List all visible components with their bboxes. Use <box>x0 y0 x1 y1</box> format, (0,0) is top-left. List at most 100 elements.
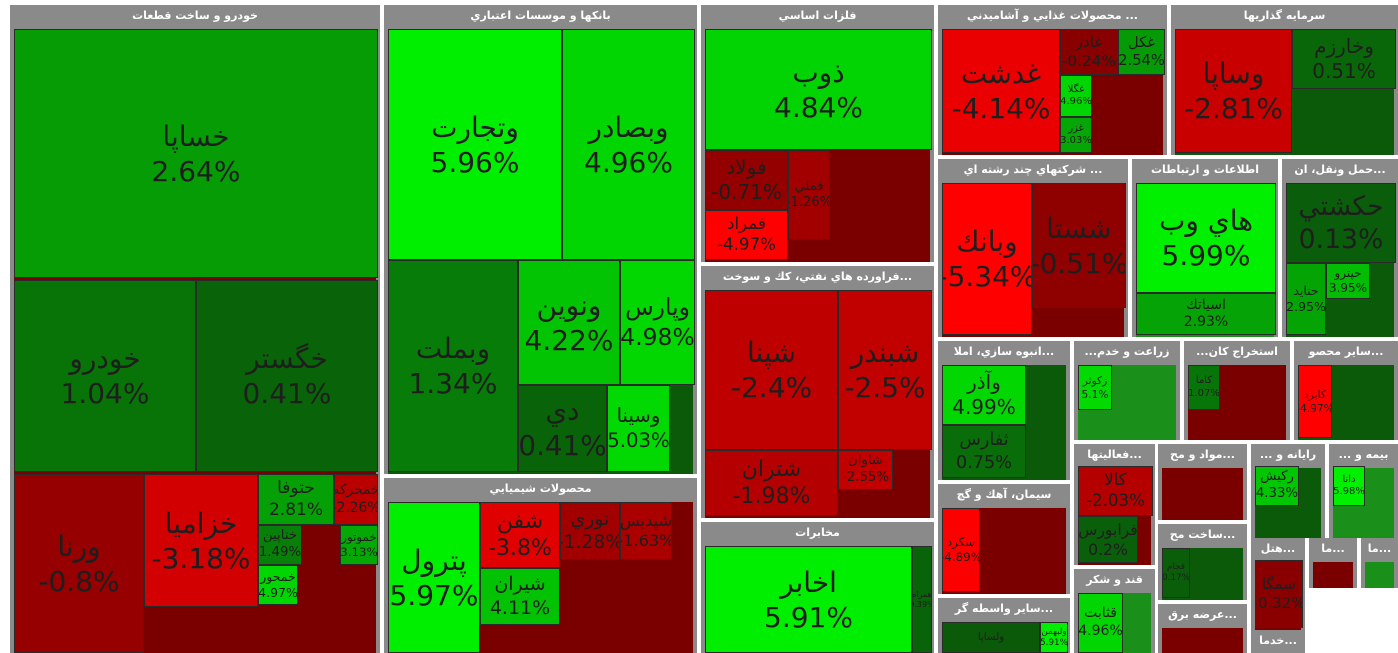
tile-change: 0.75% <box>955 452 1013 473</box>
tile: حكشتي 0.13% <box>1286 183 1396 263</box>
tile-name: پترول <box>401 543 467 577</box>
tile-name: غگلا <box>1067 83 1085 95</box>
tile-name: فرابورس <box>1078 519 1138 539</box>
sector-title: ...ما <box>1367 542 1392 555</box>
tile-change: 5.99% <box>1161 239 1251 272</box>
tile-name: سمگا <box>1261 575 1297 594</box>
tile-change: 5.1% <box>1081 387 1109 401</box>
tile-change: 0.2% <box>1088 539 1128 559</box>
sector-title: ...هتل <box>1260 542 1296 555</box>
tile: همراه0.39% <box>912 546 932 653</box>
tile-change: -1.98% <box>732 484 811 509</box>
tile: غادر -0.24% <box>1060 29 1118 75</box>
sector: ...مواد و مح <box>1158 444 1247 520</box>
tile: هاي وب 5.99% <box>1136 183 1276 293</box>
tile-name: سكرد <box>946 535 976 550</box>
sector-title: اطلاعات و ارتباطات <box>1150 163 1260 176</box>
tile-name: خزامیا <box>164 506 238 540</box>
tile-change: 4.98% <box>620 322 695 351</box>
tile: فملي -1.26% <box>788 150 830 240</box>
tile-name: حپترو <box>1334 266 1362 280</box>
tile: خمحور 4.97% <box>258 565 298 605</box>
tile: حتوفا 2.81% <box>258 474 334 525</box>
sector-title: ...مواد و مح <box>1170 448 1235 461</box>
tile-change: -1.28% <box>560 532 620 553</box>
tile: قثابت 4.96% <box>1078 593 1123 653</box>
tile-name: فولاد <box>726 155 767 179</box>
tile-name: شتران <box>741 456 802 482</box>
sector-title: خودرو و ساخت قطعات <box>132 9 258 22</box>
tile-name: حتوفا <box>277 478 315 499</box>
tile-name: شستا <box>1046 211 1112 245</box>
tile: حپترو 3.95% <box>1326 263 1370 299</box>
tile: وسينا 5.03% <box>607 385 670 472</box>
tile-change: -1.63% <box>620 531 672 550</box>
tile-change: 0.39% <box>913 599 931 609</box>
tile: غدشت -4.14% <box>942 29 1060 153</box>
tile-name: ذوب <box>792 55 845 89</box>
tile-name: وسينا <box>616 403 661 427</box>
tile: وپارس 4.98% <box>620 260 695 385</box>
tile-name: قثابت <box>1084 605 1117 622</box>
tile: كاما 1.07% <box>1188 365 1220 410</box>
tile-name: خودرو <box>69 342 141 375</box>
tile: شفن -3.8% <box>480 502 560 568</box>
tile-name: همراه <box>912 589 932 599</box>
tile-change: 0.41% <box>518 428 607 462</box>
sector-title: ...عرضه برق <box>1168 608 1237 621</box>
tile-change: -0.71% <box>711 180 782 204</box>
tile: وتجارت 5.96% <box>388 29 562 260</box>
tile-change: 4.84% <box>774 90 863 124</box>
tile-name: نوري <box>570 508 610 530</box>
tile-name: دانا <box>1342 473 1356 485</box>
sector-title: سرمايه گذاريها <box>1243 9 1326 22</box>
tile-change: -5.34% <box>942 260 1032 293</box>
tile: ولساپا <box>942 622 1040 653</box>
sector: استخراج كان... <box>1184 341 1290 440</box>
tile: حتايد 2.95% <box>1286 263 1326 335</box>
tile: دانا 5.98% <box>1333 466 1365 506</box>
tile-name: وبصادر <box>588 110 669 144</box>
sector-body <box>1313 562 1353 588</box>
tile: فرابورس 0.2% <box>1078 516 1138 563</box>
tile-change: 4.99% <box>952 395 1016 419</box>
sector-body <box>1162 468 1243 520</box>
tile-name: حتايد <box>1293 283 1319 299</box>
tile: خزامیا -3.18% <box>144 474 258 607</box>
tile-change: 2.54% <box>1118 52 1165 69</box>
tile-change: -1.26% <box>788 195 830 210</box>
tile-name: غكل <box>1128 33 1155 51</box>
tile: قجام 0.17% <box>1162 548 1190 598</box>
tile: كالا -2.03% <box>1078 466 1153 516</box>
tile-change: 0.13% <box>1298 224 1384 255</box>
tile-change: -0.32% <box>1255 594 1303 612</box>
sector-title: محصولات شيميايي <box>489 482 592 495</box>
tile: ختاپين 1.49% <box>258 525 302 565</box>
tile: ذوب 4.84% <box>705 29 932 150</box>
sector-title: رايانه و ... <box>1259 448 1317 461</box>
tile-change: 2.95% <box>1286 299 1326 314</box>
tile: وبملت 1.34% <box>388 260 518 472</box>
tile-name: دي <box>545 393 580 427</box>
tile: وبصادر 4.96% <box>562 29 695 260</box>
tile-name: هاي وب <box>1159 204 1253 237</box>
tile: دي 0.41% <box>518 385 607 472</box>
tile-name: غدشت <box>960 57 1042 90</box>
tile-change: -2.5% <box>844 371 926 404</box>
sector-title: زراعت و خدم... <box>1084 345 1170 358</box>
tile-change: 0.41% <box>242 377 332 410</box>
sector-title: بانكها و موسسات اعتباري <box>470 9 611 22</box>
tile: شستا -0.51% <box>1032 183 1126 308</box>
tile: وساپا -2.81% <box>1175 29 1292 153</box>
tile-name: وبملت <box>415 332 491 365</box>
tile-name: ونوين <box>536 288 602 322</box>
tile-change: 3.13% <box>340 545 378 559</box>
tile: غگلا 4.96% <box>1060 75 1092 117</box>
tile-change: -3.18% <box>151 541 251 575</box>
tile-change: 2.93% <box>1183 314 1229 330</box>
tile-change: 0.17% <box>1162 573 1190 583</box>
sector: ...ما <box>1309 538 1357 588</box>
sector-title: ...ساير محصو <box>1308 345 1384 358</box>
tile-change: -2.4% <box>730 371 813 404</box>
sector: ...عرضه برق <box>1158 604 1247 653</box>
